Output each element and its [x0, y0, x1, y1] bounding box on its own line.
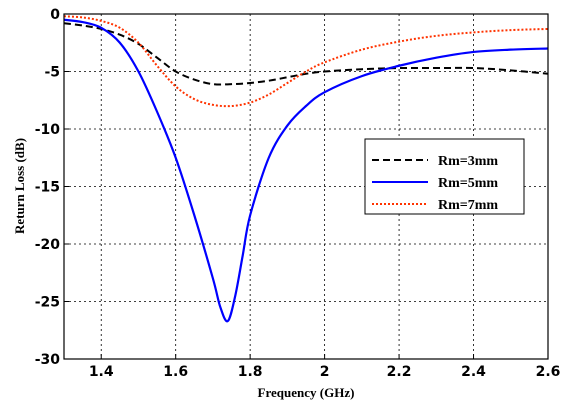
y-tick-label: -30 — [35, 352, 61, 368]
x-tick-label: 2.2 — [387, 364, 412, 380]
legend-label-3: Rm=7mm — [438, 198, 498, 213]
x-axis-label: Frequency (GHz) — [258, 385, 355, 400]
y-tick-label: -25 — [35, 295, 60, 311]
y-tick-label: -5 — [44, 65, 60, 81]
x-tick-label: 1.8 — [238, 364, 263, 380]
x-tick-label: 2.4 — [461, 364, 486, 380]
series-line-3 — [63, 15, 549, 108]
y-tick-label: -20 — [35, 237, 61, 253]
x-tick-label: 1.4 — [89, 364, 114, 380]
y-tick-label: -15 — [35, 180, 60, 196]
legend-label-2: Rm=5mm — [438, 176, 498, 191]
x-tick-label: 2 — [320, 364, 330, 380]
x-tick-label: 1.6 — [163, 364, 188, 380]
y-tick-label: -10 — [35, 122, 61, 138]
legend-label-1: Rm=3mm — [438, 154, 498, 169]
y-tick-label: 0 — [50, 7, 60, 23]
y-axis-label: Return Loss (dB) — [12, 138, 27, 234]
grid-lines — [64, 14, 548, 359]
legend: Rm=3mm Rm=5mm Rm=7mm — [364, 138, 525, 215]
series-line-2 — [63, 18, 549, 323]
series-line-1 — [63, 22, 549, 86]
series-group — [63, 15, 549, 323]
legend-box — [364, 138, 525, 215]
x-tick-label: 2.6 — [536, 364, 561, 380]
tick-labels: 1.4 1.6 1.8 2 2.2 2.4 2.6 0 -5 -10 -15 -20 -25 -30 — [35, 7, 561, 380]
